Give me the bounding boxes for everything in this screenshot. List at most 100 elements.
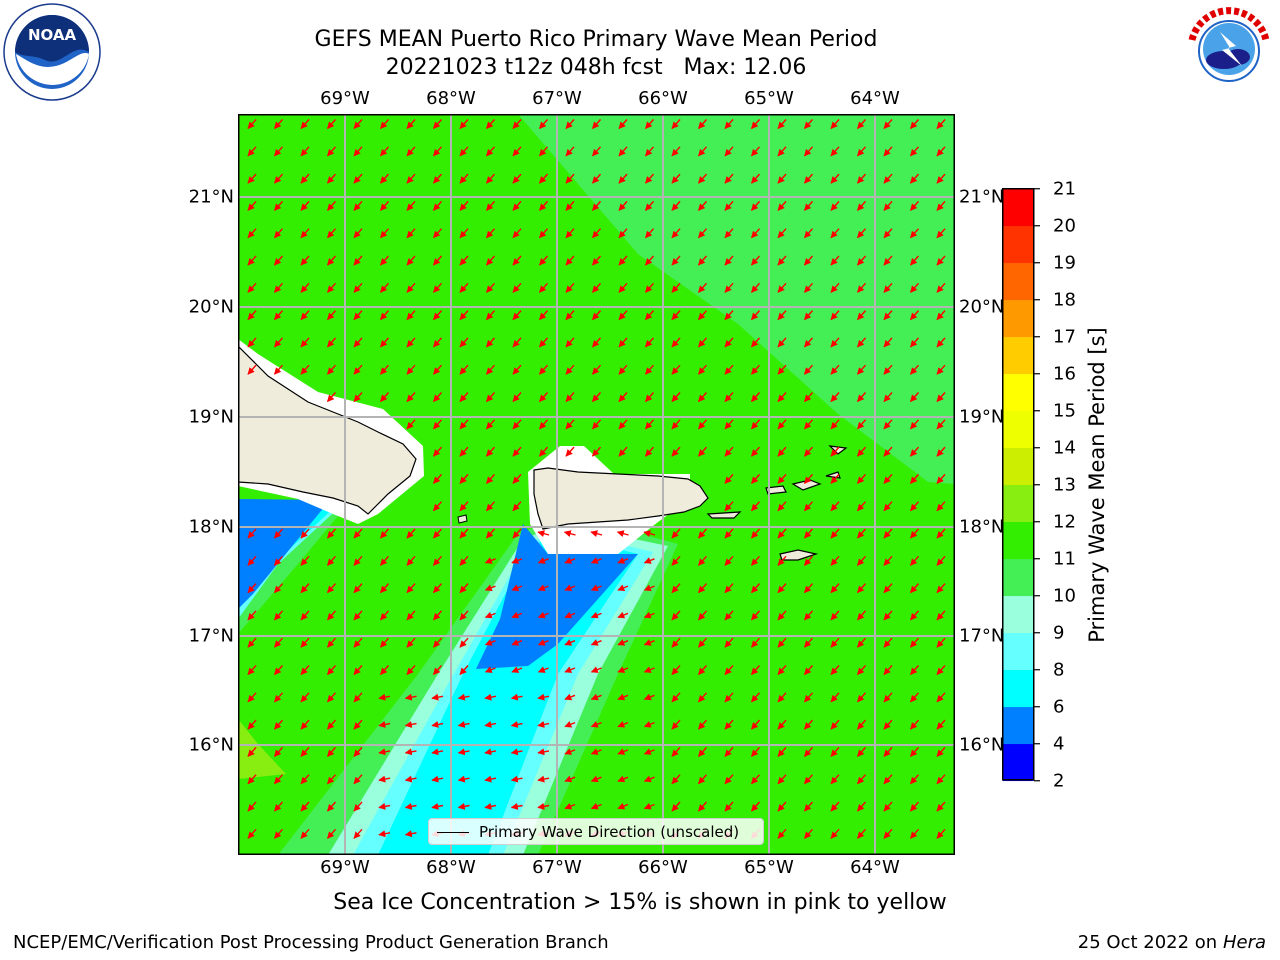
wave-arrow (830, 637, 840, 648)
wave-arrow (830, 665, 840, 676)
wave-arrow (564, 639, 576, 646)
wave-arrow (404, 693, 417, 701)
wave-arrow (379, 119, 390, 130)
wave-arrow (406, 282, 416, 293)
wave-arrow (432, 446, 443, 457)
wave-arrow (830, 583, 840, 594)
wave-arrow (909, 364, 920, 375)
wave-arrow (750, 610, 761, 621)
wave-arrow (936, 555, 946, 566)
wave-arrow (909, 392, 920, 403)
wave-arrow (909, 501, 920, 512)
wave-arrow (883, 337, 893, 348)
wave-arrow (300, 146, 310, 157)
wave-arrow (590, 666, 602, 673)
wave-arrow (643, 530, 656, 538)
wave-arrow (830, 501, 840, 512)
wave-arrow (671, 610, 681, 621)
wave-arrow (724, 200, 734, 211)
wave-arrow (565, 419, 575, 430)
wave-arrow (750, 665, 761, 676)
wave-arrow (697, 146, 708, 157)
wave-arrow (643, 611, 655, 619)
wave-arrow (406, 583, 416, 594)
wave-arrow (724, 528, 734, 539)
wave-arrow (432, 119, 443, 130)
wave-arrow (247, 119, 257, 130)
wave-arrow (697, 774, 708, 785)
wave-arrow (643, 775, 655, 783)
wave-arrow (590, 557, 602, 564)
wave-arrow (538, 392, 549, 403)
lat-label-right: 21°N (959, 186, 1005, 208)
wave-arrow (803, 200, 814, 211)
wave-arrow (326, 255, 337, 266)
wave-arrow (777, 310, 787, 321)
land-hispaniola (238, 345, 417, 515)
wave-arrow (936, 692, 946, 703)
wave-arrow (856, 610, 867, 621)
wave-arrow (724, 255, 734, 266)
wave-arrow (671, 528, 681, 539)
wave-arrow (485, 173, 496, 184)
wave-arrow (883, 473, 893, 484)
wave-arrow (537, 557, 549, 564)
wave-arrow (432, 173, 443, 184)
wave-arrow (510, 693, 523, 701)
wave-arrow (273, 173, 284, 184)
wave-arrow (300, 119, 310, 130)
wave-arrow (353, 364, 363, 375)
wave-arrow (697, 282, 708, 293)
wave-arrow (856, 310, 867, 321)
wave-arrow (697, 119, 708, 130)
wave-arrow (856, 446, 867, 457)
wave-arrow (378, 775, 391, 783)
wave-arrow (803, 146, 814, 157)
wave-arrow (909, 337, 920, 348)
wave-arrow (273, 146, 284, 157)
wave-arrow (300, 746, 310, 757)
wave-arrow (883, 146, 893, 157)
wave-arrow (643, 584, 655, 592)
wave-arrow (777, 637, 787, 648)
lon-label-top: 67°W (532, 88, 582, 109)
wave-arrow (300, 364, 310, 375)
wave-arrow (353, 200, 363, 211)
wave-arrow (644, 282, 655, 293)
wave-arrow (856, 364, 867, 375)
wave-arrow (565, 173, 575, 184)
wave-arrow (537, 639, 549, 646)
wave-arrow (724, 146, 734, 157)
wave-arrow (590, 721, 602, 728)
wave-arrow (909, 692, 920, 703)
wave-arrow (564, 611, 576, 619)
wave-arrow (591, 200, 602, 211)
wave-arrow (537, 611, 549, 619)
wave-arrow (644, 119, 655, 130)
wave-arrow (432, 637, 443, 648)
wave-arrow (750, 801, 761, 812)
wave-arrow (510, 748, 523, 756)
wave-arrow (326, 337, 337, 348)
lon-label-bottom: 67°W (532, 857, 582, 878)
wave-arrow (777, 146, 787, 157)
footer-branch: NCEP/EMC/Verification Post Processing Pr… (13, 932, 609, 953)
wave-arrow (512, 473, 522, 484)
wave-arrow (617, 611, 629, 619)
wave-arrow (457, 775, 470, 783)
wave-arrow (564, 802, 576, 810)
wave-arrow (671, 555, 681, 566)
wave-arrow (856, 583, 867, 594)
wave-arrow (697, 255, 708, 266)
wave-arrow (484, 557, 496, 564)
wave-arrow (511, 557, 523, 564)
wave-arrow (326, 228, 337, 239)
wave-arrow (671, 637, 681, 648)
wave-arrow (617, 802, 629, 810)
wave-arrow (406, 228, 416, 239)
wave-arrow (273, 528, 284, 539)
wave-arrow (353, 337, 363, 348)
wave-arrow (936, 610, 946, 621)
wave-arrow (618, 310, 628, 321)
wave-arrow (830, 746, 840, 757)
